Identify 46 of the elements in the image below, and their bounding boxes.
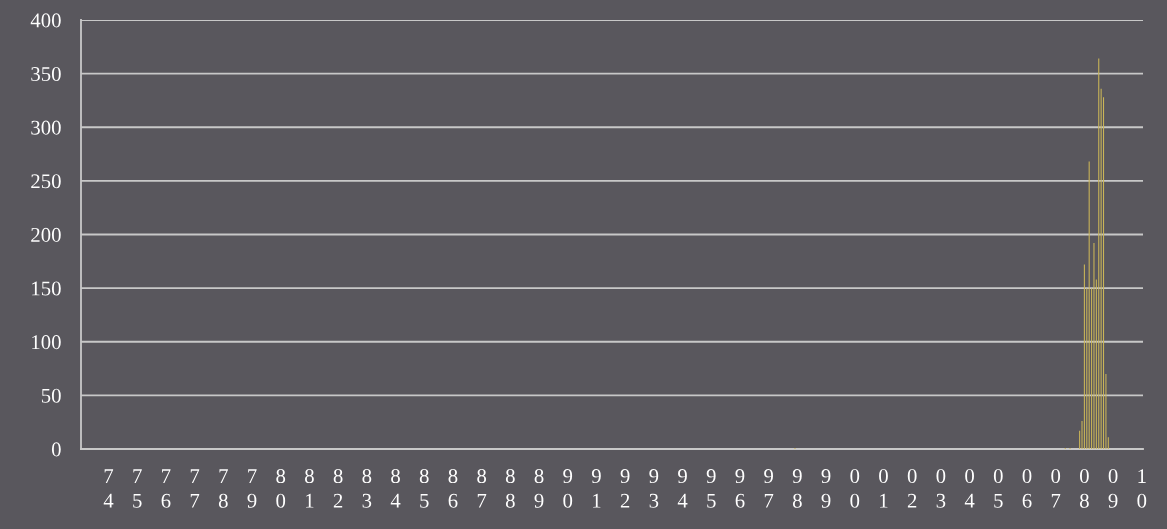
y-tick-label: 100	[32, 335, 61, 350]
x-tick-label: 75	[133, 469, 142, 508]
y-tick-label: 350	[31, 67, 61, 82]
x-tick-label: 02	[907, 469, 917, 508]
x-tick-label: 06	[1022, 469, 1032, 508]
x-tick-label: 07	[1051, 469, 1061, 508]
x-tick-label: 89	[534, 469, 544, 508]
x-tick-label: 77	[190, 469, 200, 508]
y-tick-label: 300	[31, 120, 61, 135]
x-tick-label: 98	[792, 469, 802, 508]
x-tick-label: 09	[1108, 469, 1118, 508]
y-tick-label: 0	[51, 442, 61, 457]
x-tick-label: 96	[735, 469, 745, 508]
x-tick-label: 78	[218, 469, 228, 508]
x-tick-label: 01	[879, 469, 888, 508]
y-tick-label: 400	[30, 13, 61, 28]
x-tick-label: 79	[247, 469, 257, 508]
x-tick-label: 04	[964, 469, 975, 508]
x-tick-label: 86	[448, 469, 458, 508]
y-tick-label: 200	[31, 227, 61, 242]
x-tick-label: 91	[591, 469, 601, 508]
x-tick-label: 99	[821, 469, 831, 508]
x-tick-label: 03	[936, 469, 946, 508]
x-tick-label: 08	[1079, 469, 1089, 508]
x-tick-label: 94	[677, 469, 688, 508]
y-tick-label: 150	[32, 281, 61, 296]
y-tick-label: 250	[31, 174, 61, 189]
x-tick-label: 84	[390, 469, 401, 508]
x-tick-label: 93	[649, 469, 659, 508]
x-tick-label: 81	[305, 469, 314, 508]
x-tick-label: 85	[419, 469, 429, 508]
x-tick-label: 95	[706, 469, 716, 508]
x-tick-label: 80	[276, 469, 286, 508]
x-tick-label: 74	[103, 469, 114, 508]
x-tick-label: 76	[161, 469, 171, 508]
x-tick-label: 10	[1137, 469, 1147, 508]
x-tick-label: 92	[620, 469, 630, 508]
x-tick-label: 88	[505, 469, 515, 508]
x-tick-label: 87	[477, 469, 487, 508]
y-tick-label: 50	[41, 388, 61, 403]
x-tick-label: 97	[764, 469, 774, 508]
x-tick-label: 90	[563, 469, 573, 508]
x-tick-label: 00	[850, 469, 860, 508]
x-tick-label: 83	[362, 469, 372, 508]
x-tick-label: 05	[993, 469, 1003, 508]
x-tick-label: 82	[333, 469, 343, 508]
